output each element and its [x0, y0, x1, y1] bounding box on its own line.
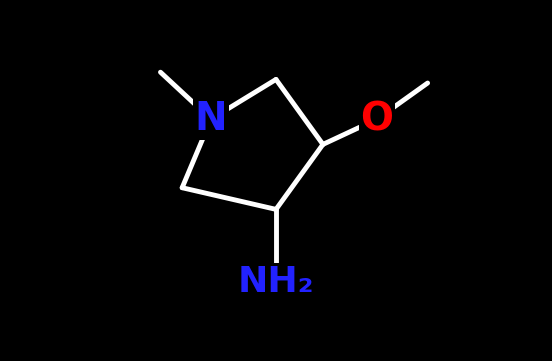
Text: O: O: [360, 100, 394, 138]
Text: NH₂: NH₂: [238, 265, 314, 299]
Text: N: N: [195, 100, 227, 138]
